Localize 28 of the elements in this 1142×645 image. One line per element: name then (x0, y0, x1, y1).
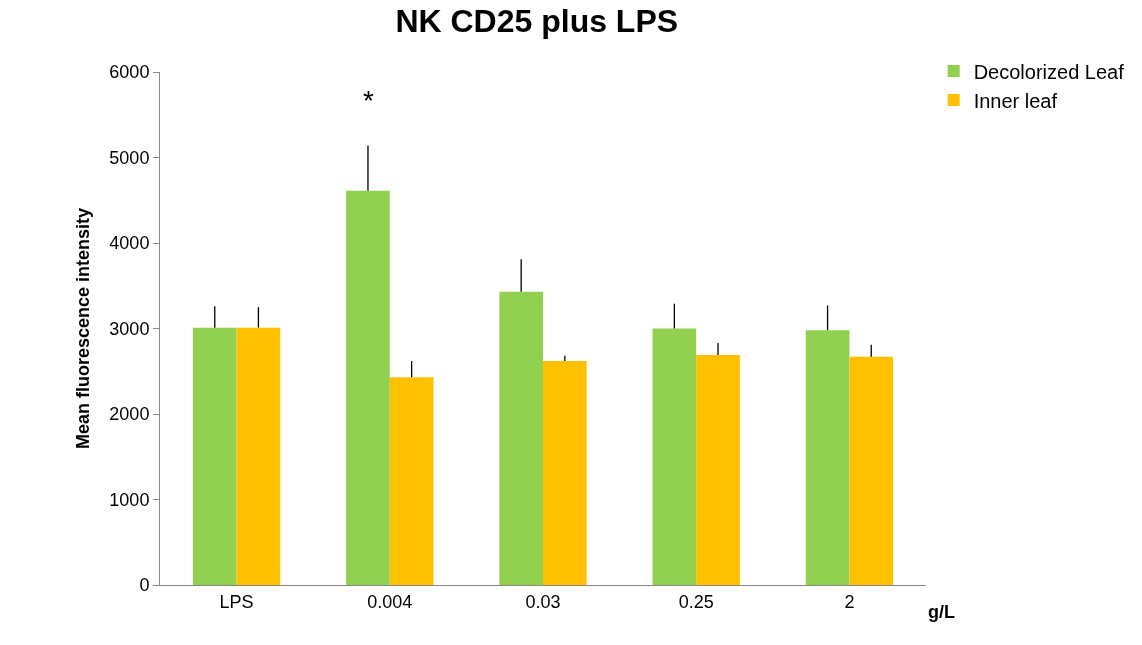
x-tick-label: LPS (219, 591, 254, 612)
x-axis-title: g/L (928, 602, 955, 622)
y-axis-title: Mean fluorescence intensity (72, 207, 93, 450)
y-tick-label: 0 (139, 575, 150, 596)
bar (696, 355, 740, 585)
x-tick-label: 0.25 (678, 591, 714, 612)
legend-label: Decolorized Leaf (973, 60, 1125, 83)
y-tick-label: 3000 (109, 318, 150, 339)
bar (652, 328, 697, 585)
bar (499, 291, 543, 585)
legend-label: Inner leaf (973, 89, 1058, 112)
bar (192, 327, 237, 585)
x-tick-label: 2 (844, 591, 855, 612)
y-tick-label: 2000 (109, 404, 150, 425)
chart-title: NK CD25 plus LPS (395, 3, 679, 40)
y-tick-label: 1000 (109, 489, 150, 510)
x-tick-label: 0.03 (525, 591, 561, 612)
bar (849, 356, 894, 585)
bar (543, 360, 587, 585)
bar (346, 190, 390, 585)
y-tick-label: 6000 (109, 62, 150, 83)
y-tick-label: 5000 (109, 147, 150, 168)
bar (236, 327, 281, 585)
bar (389, 377, 434, 585)
annotation: * (363, 85, 374, 116)
y-tick-label: 4000 (109, 233, 150, 254)
x-tick-label: 0.004 (367, 591, 413, 612)
bar (805, 330, 850, 585)
